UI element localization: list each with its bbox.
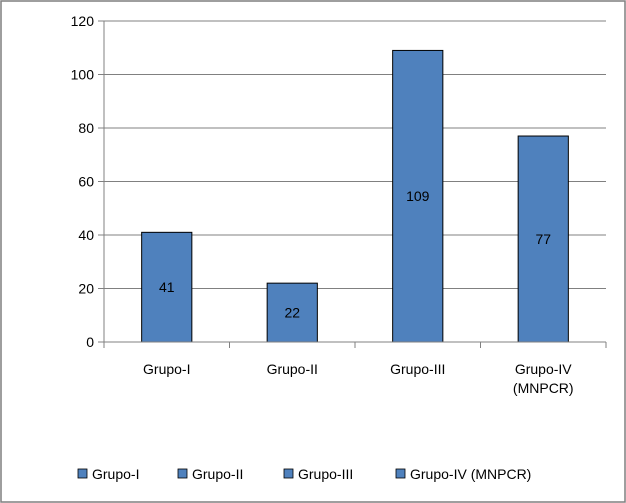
x-category-label: (MNPCR) [513, 380, 574, 396]
data-label: 41 [159, 279, 175, 295]
y-tick-label: 60 [78, 174, 94, 190]
bar [266, 282, 318, 343]
bar [141, 231, 193, 343]
y-tick-label: 100 [71, 67, 95, 83]
y-tick-label: 40 [78, 227, 94, 243]
bar [392, 49, 444, 343]
axes: 0 20 40 60 80 100 120 Grupo-I Grupo-II Grupo-III G… [71, 13, 607, 396]
legend-label: Grupo-IV (MNPCR) [410, 466, 531, 482]
bar [517, 135, 569, 343]
data-label: 77 [535, 231, 551, 247]
x-category-label: Grupo-I [143, 361, 190, 377]
legend: Grupo-I Grupo-II Grupo-III Grupo-IV (MNPCR) [77, 466, 531, 482]
y-tick-label: 80 [78, 120, 94, 136]
x-category-label: Grupo-II [267, 361, 318, 377]
legend-swatch [177, 468, 188, 479]
legend-swatch [283, 468, 294, 479]
legend-swatch [77, 468, 88, 479]
bars: 41 22 109 77 [141, 49, 569, 343]
legend-swatch [395, 468, 406, 479]
data-label: 22 [284, 305, 300, 321]
legend-label: Grupo-III [298, 466, 353, 482]
x-category-label: Grupo-IV [515, 361, 572, 377]
y-tick-label: 120 [71, 13, 95, 29]
x-category-label: Grupo-III [390, 361, 445, 377]
legend-label: Grupo-II [192, 466, 243, 482]
data-label: 109 [406, 188, 430, 204]
y-tick-label: 20 [78, 281, 94, 297]
legend-label: Grupo-I [92, 466, 139, 482]
y-tick-label: 0 [86, 334, 94, 350]
